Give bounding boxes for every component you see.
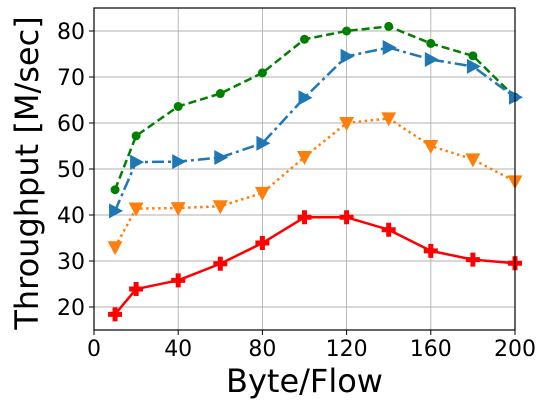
y-tick-label: 70 (57, 66, 85, 91)
data-point (384, 21, 394, 31)
series-3 (108, 210, 522, 322)
data-point (381, 222, 396, 237)
data-point (342, 26, 352, 36)
data-point (340, 48, 355, 64)
x-tick-label: 200 (494, 337, 536, 362)
x-tick-label: 80 (248, 337, 276, 362)
series-line (113, 46, 516, 212)
data-point (297, 151, 312, 166)
data-point (256, 135, 271, 151)
data-point (381, 112, 397, 127)
x-tick-label: 40 (164, 337, 192, 362)
data-point (255, 236, 270, 251)
data-point (257, 68, 267, 78)
x-tick-label: 120 (326, 337, 368, 362)
data-point (426, 38, 436, 48)
data-point (424, 52, 439, 68)
data-point (423, 140, 439, 154)
data-point (468, 51, 478, 61)
y-tick-label: 40 (57, 204, 85, 229)
data-point (215, 89, 225, 99)
data-point (509, 89, 523, 105)
data-point (131, 131, 141, 141)
y-tick-label: 60 (57, 112, 85, 137)
data-point (465, 153, 481, 168)
data-point (172, 154, 187, 170)
y-tick-label: 80 (57, 20, 85, 45)
series-layer (107, 21, 523, 322)
data-point (170, 202, 186, 217)
data-point (110, 185, 120, 195)
data-point (339, 117, 355, 131)
series-0 (110, 21, 520, 195)
data-point (130, 154, 145, 170)
data-point (465, 252, 480, 267)
data-point (213, 256, 228, 271)
data-point (466, 58, 481, 74)
data-point (298, 90, 313, 106)
series-1 (109, 40, 523, 219)
data-point (297, 210, 312, 225)
x-tick-label: 0 (87, 337, 101, 362)
data-point (107, 241, 123, 256)
data-point (173, 101, 183, 111)
grid-layer (93, 8, 516, 330)
data-point (214, 150, 229, 165)
data-point (382, 40, 397, 56)
y-tick-label: 20 (57, 296, 85, 321)
series-line (113, 117, 516, 248)
data-point (212, 200, 228, 215)
data-point (339, 210, 354, 225)
y-tick-label: 50 (57, 158, 85, 183)
data-point (171, 273, 186, 288)
y-tick-label: 30 (57, 250, 85, 275)
tick-layer: 0 40 80 120 160 200 20 30 40 50 60 70 80 (57, 20, 536, 362)
x-tick-label: 160 (410, 337, 452, 362)
data-point (254, 186, 270, 201)
data-point (109, 203, 124, 219)
x-axis-title: Byte/Flow (226, 362, 383, 400)
y-axis-title: Throughput [M/sec] (8, 16, 46, 330)
data-point (300, 34, 309, 44)
data-point (423, 243, 438, 258)
data-point (128, 202, 144, 217)
series-2 (107, 112, 523, 256)
data-point (108, 307, 123, 322)
series-line (114, 216, 516, 316)
data-point (129, 282, 144, 297)
